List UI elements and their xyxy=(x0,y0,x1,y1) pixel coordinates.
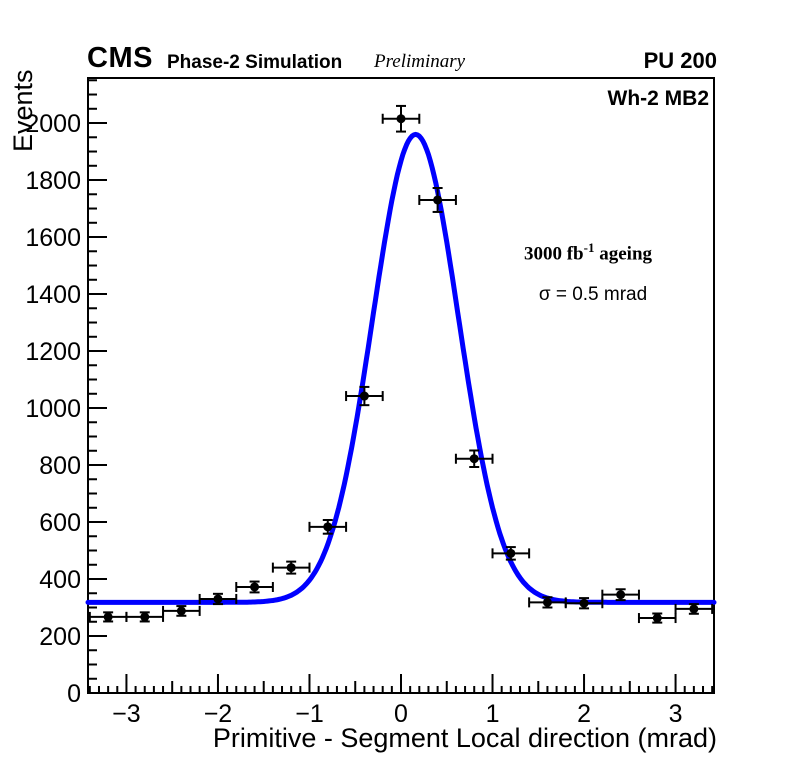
y-tick-label: 1800 xyxy=(25,167,81,195)
data-point xyxy=(433,195,443,205)
data-point xyxy=(103,612,113,622)
preliminary-label: Preliminary xyxy=(374,51,466,72)
x-tick-label: 0 xyxy=(394,700,408,728)
data-point xyxy=(506,548,516,558)
x-tick-label: 3 xyxy=(669,700,683,728)
lumi-suffix: ageing xyxy=(594,243,653,265)
region-label: Wh-2 MB2 xyxy=(607,87,710,110)
cms-logo-text: CMS xyxy=(87,42,153,74)
data-point xyxy=(286,563,296,573)
x-axis-title: Primitive - Segment Local direction (mra… xyxy=(212,723,717,753)
data-point xyxy=(542,597,552,607)
y-tick-label: 1600 xyxy=(25,224,81,252)
data-point xyxy=(359,391,369,401)
y-tick-label: 600 xyxy=(39,509,81,537)
x-tick-label: 2 xyxy=(577,700,591,728)
data-point xyxy=(213,594,223,604)
data-point xyxy=(469,454,479,464)
lumi-exponent: -1 xyxy=(583,240,595,255)
x-tick-label: −3 xyxy=(112,700,141,728)
luminosity-ageing-annotation: 3000 fb-1 ageing xyxy=(478,240,698,265)
data-point xyxy=(323,522,333,532)
y-tick-label: 400 xyxy=(39,566,81,594)
y-tick-label: 200 xyxy=(39,623,81,651)
fit-curve xyxy=(85,131,717,605)
y-tick-label: 1200 xyxy=(25,338,81,366)
y-axis-title: Events xyxy=(8,69,38,152)
y-tick-label: 1000 xyxy=(25,395,81,423)
data-point xyxy=(250,582,260,592)
data-point xyxy=(616,590,626,600)
data-point xyxy=(140,612,150,622)
simulation-subtitle: Phase-2 Simulation xyxy=(167,52,343,73)
data-point xyxy=(579,598,589,608)
y-tick-label: 0 xyxy=(67,680,81,708)
y-tick-label: 2000 xyxy=(25,110,81,138)
data-point xyxy=(396,114,406,124)
sigma-annotation: σ = 0.5 mrad xyxy=(538,284,648,305)
x-tick-label: −2 xyxy=(204,700,233,728)
lumi-prefix: 3000 fb xyxy=(523,243,584,265)
y-tick-label: 800 xyxy=(39,452,81,480)
pileup-label: PU 200 xyxy=(643,48,717,73)
data-point xyxy=(652,613,662,623)
data-point xyxy=(689,604,699,614)
x-tick-label: 1 xyxy=(486,700,500,728)
x-tick-label: −1 xyxy=(295,700,324,728)
data-point xyxy=(176,606,186,616)
y-tick-label: 1400 xyxy=(25,281,81,309)
